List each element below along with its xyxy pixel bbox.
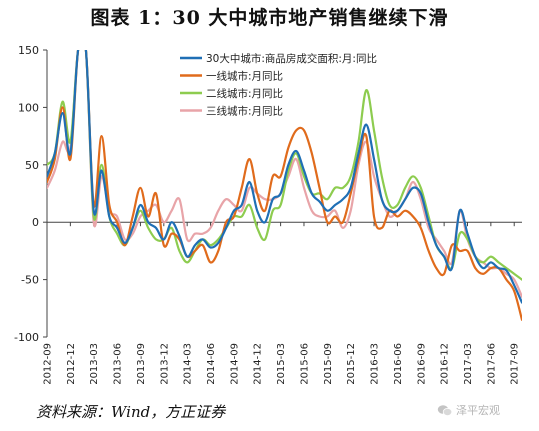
x-tick-label: 2014-03 [183,343,194,385]
x-tick-label: 2016-06 [393,343,404,385]
series-line-2 [47,50,522,321]
x-tick-label: 2012-12 [66,343,77,385]
y-tick-label: -50 [21,274,39,287]
x-tick-label: 2014-12 [253,343,264,385]
y-tick-label: 100 [18,101,39,114]
x-tick-label: 2013-03 [89,343,100,385]
x-tick-label: 2016-12 [440,343,451,385]
x-tick-label: 2013-06 [113,343,124,385]
x-tick-label: 2015-12 [346,343,357,385]
x-tick-label: 2015-09 [323,343,334,385]
x-tick-label: 2015-06 [299,343,310,385]
x-tick-label: 2017-06 [486,343,497,385]
legend-label: 二线城市:月同比 [206,87,283,100]
series-line-3 [47,50,522,281]
y-tick-label: 50 [25,159,39,172]
watermark-text: 泽平宏观 [456,404,500,417]
chart-title: 图表 1：30 大中城市地产销售继续下滑 [90,7,449,29]
x-tick-label: 2013-12 [159,343,170,385]
line-chart: -100 -50 0 50 100 150 2012-09 2012-12 2013-03 201… [14,44,522,385]
y-tick-label: 150 [18,44,39,57]
y-tick-label: -100 [14,331,39,344]
x-tick-label: 2017-09 [510,343,521,385]
watermark: 泽平宏观 [437,402,500,418]
legend-label: 三线城市:月同比 [206,105,283,118]
x-tick-label: 2015-03 [276,343,287,385]
source-note: 资料来源：Wind，方正证券 [36,403,226,421]
legend-label: 30大中城市:商品房成交面积:月:同比 [206,52,377,65]
x-tick-label: 2013-09 [136,343,147,385]
chart-legend: 30大中城市:商品房成交面积:月:同比一线城市:月同比二线城市:月同比三线城市:… [180,52,377,118]
y-tick-label: 0 [32,216,39,229]
x-tick-label: 2014-09 [229,343,240,385]
series-layer [47,50,522,321]
legend-label: 一线城市:月同比 [206,70,283,83]
x-tick-label: 2012-09 [43,343,54,385]
chart-axes: -100 -50 0 50 100 150 2012-09 2012-12 2013-03 201… [14,44,522,385]
x-tick-label: 2016-03 [370,343,381,385]
series-line-1 [47,50,522,304]
x-tick-label: 2017-03 [463,343,474,385]
x-tick-label: 2014-06 [206,343,217,385]
x-tick-label: 2016-09 [416,343,427,385]
wechat-icon [437,404,453,416]
